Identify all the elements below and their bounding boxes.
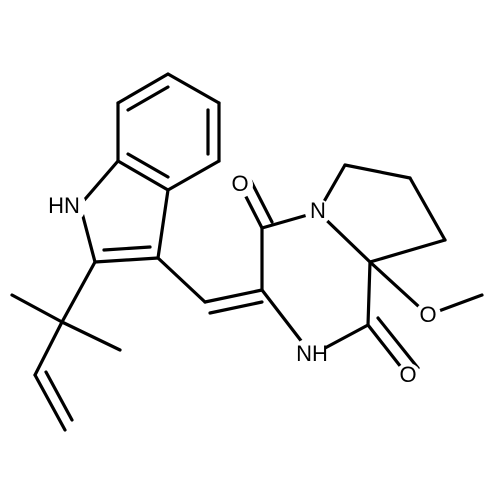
atom-label: O	[419, 302, 436, 327]
atom-label: N	[310, 198, 326, 223]
bonds	[10, 72, 484, 432]
atom-label: HN	[48, 193, 80, 218]
atom-label: NH	[296, 341, 328, 366]
atom-label: O	[231, 171, 248, 196]
label-backgrounds	[50, 172, 441, 389]
atom-label: O	[399, 362, 416, 387]
